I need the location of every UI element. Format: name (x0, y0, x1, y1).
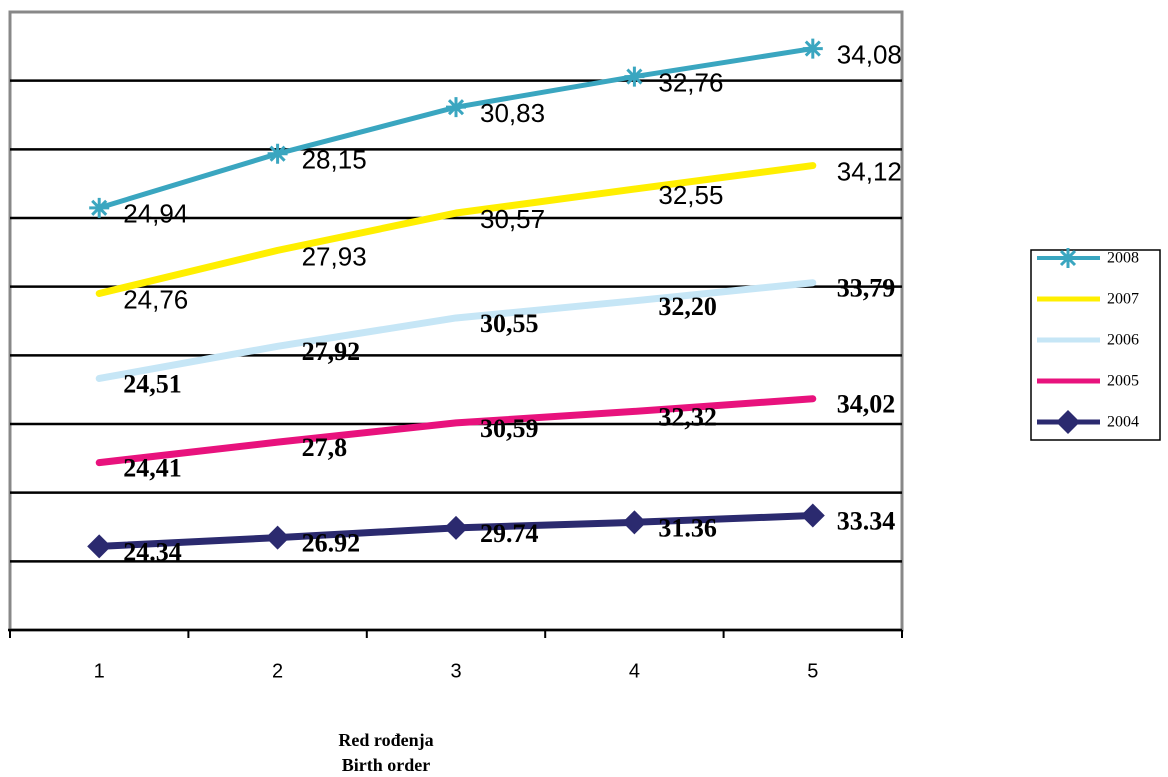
point-marker (267, 143, 288, 164)
data-label: 31.36 (658, 513, 717, 542)
data-label: 34,08 (837, 39, 902, 69)
data-label: 30,57 (480, 204, 545, 234)
legend-marker (1056, 410, 1080, 434)
data-label: 30,55 (480, 309, 539, 338)
legend-marker (1058, 248, 1078, 268)
data-label: 27,8 (302, 433, 348, 462)
legend-box (1030, 249, 1161, 441)
x-axis-title: Red rođenja (338, 730, 433, 750)
data-label: 27,92 (302, 337, 361, 366)
point-marker (89, 197, 110, 218)
x-tick-label: 4 (629, 660, 640, 682)
point-marker (622, 510, 647, 535)
x-tick-label: 2 (272, 660, 283, 682)
data-label: 29.74 (480, 519, 539, 548)
data-label: 28,15 (302, 145, 367, 175)
point-marker (802, 38, 823, 59)
point-marker (624, 66, 645, 87)
point-marker (87, 534, 112, 559)
x-tick-label: 1 (94, 660, 105, 682)
data-label: 24.34 (123, 537, 182, 566)
series-line (95, 279, 817, 382)
data-label: 32,20 (658, 292, 717, 321)
data-label: 33.34 (837, 507, 896, 536)
data-label: 34,02 (837, 390, 896, 419)
legend-label: 2004 (1107, 414, 1139, 431)
data-label: 24,41 (123, 454, 182, 483)
x-axis-title: Birth order (342, 755, 430, 775)
point-marker (265, 525, 290, 550)
point-marker (444, 515, 468, 540)
x-tick-label: 5 (807, 660, 818, 682)
data-label: 32,55 (658, 180, 723, 210)
legend-label: 2007 (1107, 291, 1139, 308)
data-label: 27,93 (302, 241, 367, 271)
data-label: 24,76 (123, 284, 188, 314)
data-label: 33,79 (837, 274, 896, 303)
legend-label: 2005 (1107, 373, 1139, 390)
point-marker (800, 503, 825, 528)
data-label: 26.92 (302, 529, 361, 558)
legend-label: 2006 (1107, 332, 1139, 349)
x-tick-label: 3 (450, 660, 461, 682)
data-label: 24,94 (123, 199, 188, 229)
data-label: 24,51 (123, 369, 182, 398)
series-line (95, 395, 817, 467)
point-marker (446, 97, 466, 118)
data-label: 32,76 (658, 67, 723, 97)
data-label: 30,83 (480, 98, 545, 128)
data-label: 30,59 (480, 414, 539, 443)
data-label: 34,12 (837, 156, 902, 186)
legend-label: 2008 (1107, 250, 1139, 267)
data-label: 32,32 (658, 402, 717, 431)
series-line (95, 162, 817, 297)
